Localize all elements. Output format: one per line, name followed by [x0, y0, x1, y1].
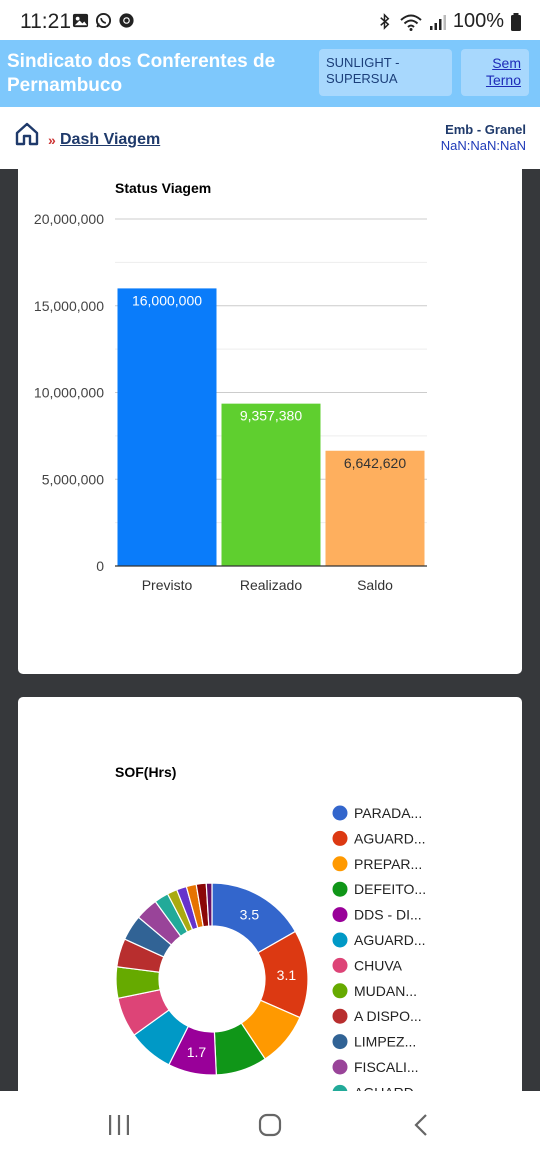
legend-label: PREPAR... — [354, 856, 422, 872]
legend-label: LIMPEZ... — [354, 1034, 416, 1050]
x-tick-label: Previsto — [142, 577, 193, 593]
legend-swatch — [332, 830, 348, 846]
legend-label: AGUARD... — [354, 932, 426, 948]
breadcrumb: » Dash Viagem Emb - Granel NaN:NaN:NaN — [0, 107, 540, 170]
legend-label: AGUARD... — [354, 1084, 426, 1091]
legend-swatch — [332, 805, 348, 821]
bar-value-label: 16,000,000 — [132, 292, 202, 308]
legend-swatch — [332, 881, 348, 897]
status-viagem-card: Status Viagem 0 5,000,000 10,000,000 15,000,… — [18, 169, 522, 674]
wifi-icon — [400, 14, 422, 31]
legend-swatch — [332, 1034, 348, 1050]
back-icon[interactable] — [409, 1112, 433, 1138]
x-tick-label: Realizado — [240, 577, 302, 593]
operation-date: NaN:NaN:NaN — [440, 138, 526, 153]
y-tick-label: 10,000,000 — [34, 385, 104, 401]
operation-type: Emb - Granel — [445, 122, 526, 137]
slice-value-label: 1.7 — [187, 1044, 207, 1060]
legend-label: DDS - DI... — [354, 907, 422, 923]
home-circle-icon[interactable] — [256, 1112, 284, 1138]
terno-button[interactable]: Sem Terno — [461, 49, 529, 96]
legend-swatch — [332, 907, 348, 923]
y-tick-label: 15,000,000 — [34, 298, 104, 314]
y-tick-label: 20,000,000 — [34, 211, 104, 227]
breadcrumb-current[interactable]: Dash Viagem — [60, 131, 161, 148]
chart-title: Status Viagem — [115, 180, 211, 196]
legend-label: DEFEITO... — [354, 881, 426, 897]
status-viagem-chart: Status Viagem 0 5,000,000 10,000,000 15,000,… — [34, 180, 427, 593]
dashboard-content[interactable]: Status Viagem 0 5,000,000 10,000,000 15,000,… — [0, 169, 540, 1091]
operation-info: Emb - Granel NaN:NaN:NaN — [441, 122, 526, 154]
app-title: Sindicato dos Conferentes de Pernambuco — [7, 51, 276, 96]
bluetooth-icon — [380, 13, 390, 30]
legend-swatch — [332, 932, 348, 948]
chart-title: SOF(Hrs) — [115, 764, 176, 780]
legend-label: AGUARD... — [354, 830, 426, 846]
status-bar: 11:21 100% — [0, 0, 540, 40]
legend-label: FISCALI... — [354, 1059, 419, 1075]
ship-button[interactable]: SUNLIGHT - SUPERSUA — [319, 49, 452, 96]
legend-swatch — [332, 983, 348, 999]
recent-apps-icon[interactable] — [104, 1113, 134, 1137]
x-tick-label: Saldo — [357, 577, 393, 593]
app-header: Sindicato dos Conferentes de Pernambuco … — [0, 40, 540, 107]
status-time: 11:21 — [20, 10, 71, 33]
slice-value-label: 3.1 — [277, 967, 297, 983]
legend-swatch — [332, 1008, 348, 1024]
battery-icon — [511, 12, 521, 31]
sof-chart: SOF(Hrs) 3.5 3.1 1.7 PARADA... AGUARD... PREPA… — [115, 764, 426, 1091]
breadcrumb-separator: » — [48, 132, 56, 148]
y-tick-label: 0 — [96, 558, 104, 574]
legend-swatch — [332, 1084, 348, 1091]
image-icon — [72, 13, 89, 28]
system-nav-bar — [0, 1091, 540, 1158]
bar-saldo[interactable] — [325, 450, 425, 566]
legend-swatch — [332, 957, 348, 973]
bar-previsto[interactable] — [117, 288, 217, 566]
pie-slice[interactable] — [205, 882, 213, 927]
bar-value-label: 6,642,620 — [344, 455, 406, 471]
legend-label: MUDAN... — [354, 983, 417, 999]
bar-realizado[interactable] — [221, 403, 321, 566]
y-tick-label: 5,000,000 — [42, 471, 104, 487]
home-icon[interactable] — [14, 121, 40, 147]
legend-label: CHUVA — [354, 957, 403, 973]
battery-percent: 100% — [452, 10, 504, 32]
chrome-icon — [119, 13, 134, 28]
legend-label: A DISPO... — [354, 1008, 422, 1024]
legend-label: PARADA... — [354, 805, 422, 821]
legend-swatch — [332, 856, 348, 872]
legend-swatch — [332, 1059, 348, 1075]
signal-icon — [429, 14, 446, 30]
whatsapp-icon — [95, 12, 112, 29]
slice-value-label: 3.5 — [240, 907, 260, 923]
sof-card: SOF(Hrs) 3.5 3.1 1.7 PARADA... AGUARD... PREPA… — [18, 697, 522, 1091]
bar-value-label: 9,357,380 — [240, 408, 302, 424]
